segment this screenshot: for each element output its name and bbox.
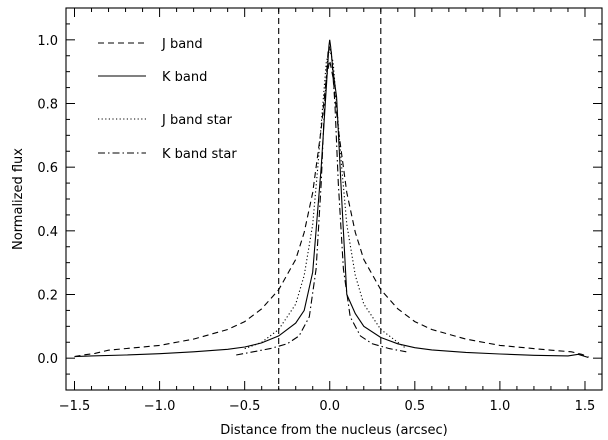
y-axis-title: Normalized flux: [11, 148, 26, 250]
axis-ticks: −1.5 −1.0 −0.5 0.0 0.5 1.0 1.5 0.0 0.2 0.4 0.6 0.8 1…: [37, 7, 603, 414]
series-curves: [74, 39, 589, 359]
series-line: [74, 60, 589, 358]
x-tick-label: −1.0: [144, 399, 176, 414]
y-tick-label: 1.0: [37, 34, 58, 49]
plot-frame: [65, 7, 603, 391]
legend-label: J band: [161, 37, 203, 52]
vertical-reference-lines: [278, 8, 382, 390]
y-tick-label: 0.6: [37, 161, 58, 176]
x-tick-label: −1.5: [59, 399, 91, 414]
series-line: [236, 44, 407, 356]
legend-label: J band star: [161, 113, 233, 128]
y-tick-label: 0.2: [37, 289, 58, 304]
legend-label: K band star: [162, 147, 237, 162]
legend-label: K band: [162, 70, 207, 85]
x-tick-label: 1.5: [575, 399, 596, 414]
x-tick-label: 0.5: [404, 399, 425, 414]
y-tick-label: 0.4: [37, 225, 58, 240]
series-line: [244, 47, 407, 350]
x-tick-label: 1.0: [490, 399, 511, 414]
x-tick-label: 0.0: [319, 399, 340, 414]
x-tick-label: −0.5: [229, 399, 261, 414]
y-tick-label: 0.0: [37, 352, 58, 367]
series-line: [74, 39, 589, 359]
legend: J band K band J band star K band star: [98, 37, 237, 162]
x-axis-title: Distance from the nucleus (arcsec): [220, 423, 447, 438]
y-tick-label: 0.8: [37, 98, 58, 113]
